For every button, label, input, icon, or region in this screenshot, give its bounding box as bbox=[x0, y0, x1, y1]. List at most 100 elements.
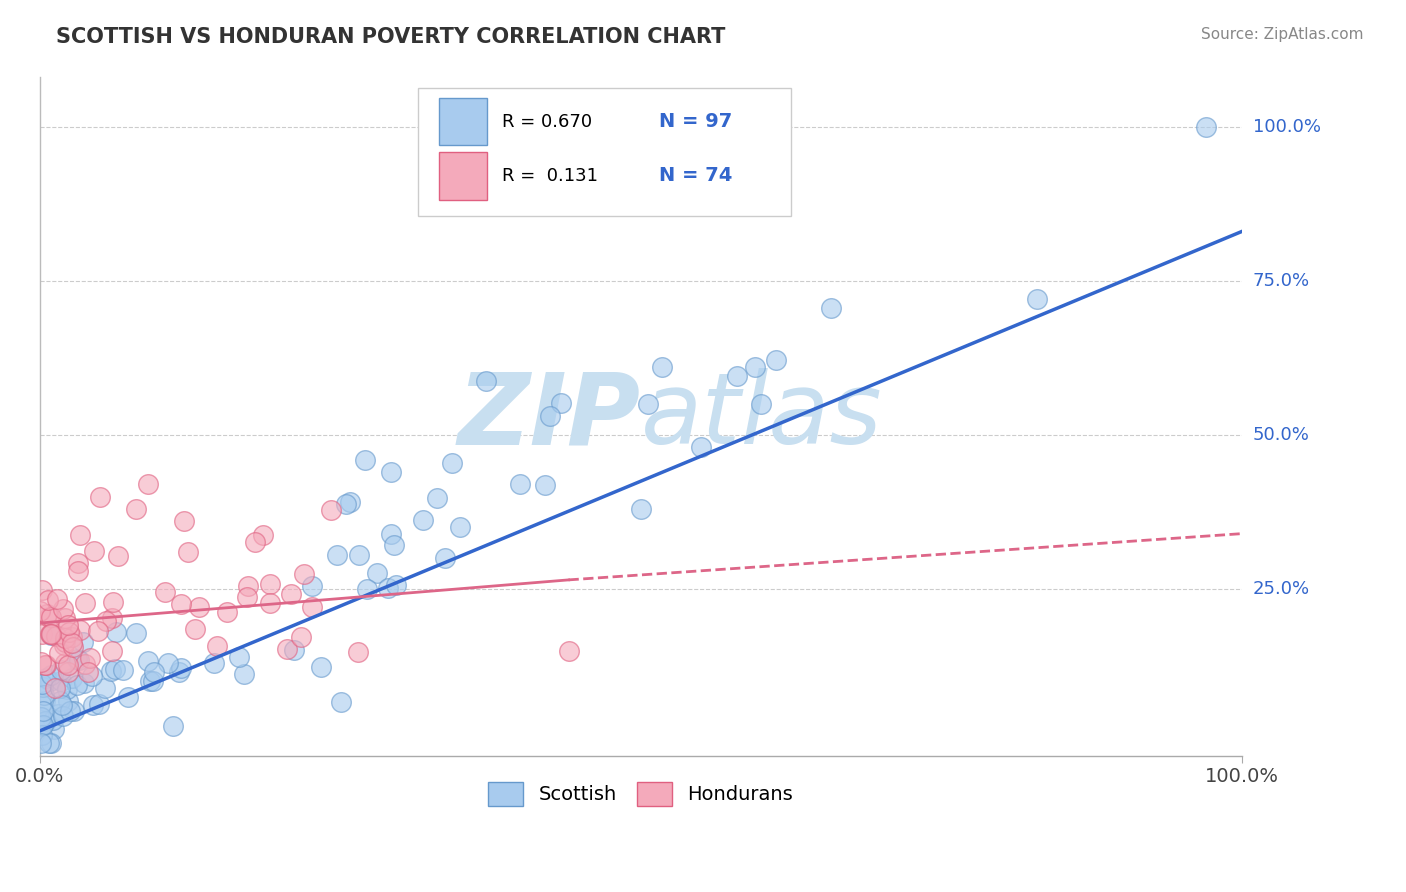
Scottish bbox=[35, 714, 58, 728]
Scottish bbox=[534, 477, 557, 491]
Scottish bbox=[441, 456, 464, 470]
Scottish bbox=[32, 688, 55, 702]
Scottish bbox=[325, 548, 347, 562]
Hondurans bbox=[55, 656, 77, 670]
Hondurans bbox=[41, 610, 63, 624]
Scottish bbox=[30, 736, 52, 750]
Hondurans bbox=[236, 590, 259, 604]
Scottish bbox=[330, 695, 353, 709]
Scottish bbox=[820, 301, 842, 315]
Hondurans bbox=[69, 623, 91, 637]
Hondurans bbox=[280, 587, 302, 601]
Hondurans bbox=[215, 605, 238, 619]
Scottish bbox=[42, 722, 65, 736]
Hondurans bbox=[87, 624, 110, 639]
Text: 25.0%: 25.0% bbox=[1253, 580, 1310, 599]
Text: 100.0%: 100.0% bbox=[1253, 118, 1320, 136]
Scottish bbox=[55, 681, 77, 696]
Scottish bbox=[31, 677, 53, 691]
Scottish bbox=[34, 693, 56, 707]
Scottish bbox=[353, 453, 375, 467]
Bar bbox=[439, 152, 486, 200]
Scottish bbox=[142, 674, 165, 689]
Scottish bbox=[538, 409, 561, 424]
Hondurans bbox=[259, 576, 281, 591]
Scottish bbox=[509, 477, 531, 491]
Hondurans bbox=[35, 657, 58, 672]
Hondurans bbox=[66, 556, 89, 570]
Scottish bbox=[744, 359, 766, 374]
Scottish bbox=[380, 527, 402, 541]
Scottish bbox=[30, 719, 52, 733]
Scottish bbox=[377, 581, 399, 595]
Hondurans bbox=[101, 611, 124, 625]
Hondurans bbox=[60, 630, 83, 644]
Hondurans bbox=[259, 596, 281, 610]
Scottish bbox=[725, 369, 748, 384]
Scottish bbox=[301, 579, 323, 593]
Hondurans bbox=[39, 627, 62, 641]
Scottish bbox=[100, 664, 122, 678]
Hondurans bbox=[173, 514, 195, 528]
Hondurans bbox=[56, 665, 79, 680]
Hondurans bbox=[177, 545, 200, 559]
Scottish bbox=[39, 674, 62, 689]
Scottish bbox=[104, 662, 127, 676]
Scottish bbox=[66, 678, 89, 692]
Hondurans bbox=[30, 655, 52, 669]
Scottish bbox=[111, 663, 134, 677]
Hondurans bbox=[107, 549, 129, 563]
Hondurans bbox=[39, 627, 62, 641]
Scottish bbox=[31, 719, 53, 733]
Scottish bbox=[67, 653, 90, 667]
Scottish bbox=[89, 697, 111, 711]
Hondurans bbox=[207, 639, 229, 653]
Text: N = 97: N = 97 bbox=[658, 112, 733, 131]
Scottish bbox=[49, 681, 72, 696]
Hondurans bbox=[79, 651, 101, 665]
Legend: Scottish, Hondurans: Scottish, Hondurans bbox=[481, 774, 800, 814]
Scottish bbox=[125, 626, 148, 640]
Scottish bbox=[42, 713, 65, 727]
Scottish bbox=[637, 397, 659, 411]
Hondurans bbox=[184, 622, 207, 636]
Scottish bbox=[339, 494, 361, 508]
Scottish bbox=[136, 654, 159, 668]
Scottish bbox=[32, 718, 55, 732]
Scottish bbox=[30, 710, 52, 724]
Hondurans bbox=[252, 527, 274, 541]
Hondurans bbox=[136, 477, 159, 491]
Scottish bbox=[228, 649, 250, 664]
Scottish bbox=[347, 548, 370, 562]
Scottish bbox=[550, 396, 572, 410]
Scottish bbox=[309, 659, 332, 673]
Hondurans bbox=[77, 665, 100, 679]
Hondurans bbox=[30, 604, 52, 618]
Hondurans bbox=[276, 642, 298, 657]
Scottish bbox=[335, 497, 357, 511]
Hondurans bbox=[153, 585, 176, 599]
Scottish bbox=[385, 578, 408, 592]
Hondurans bbox=[292, 567, 315, 582]
Hondurans bbox=[60, 636, 83, 650]
Hondurans bbox=[53, 632, 76, 646]
Scottish bbox=[52, 709, 75, 723]
Hondurans bbox=[89, 490, 111, 504]
Hondurans bbox=[58, 618, 80, 632]
Hondurans bbox=[290, 630, 312, 644]
Scottish bbox=[51, 698, 73, 713]
Scottish bbox=[380, 465, 402, 479]
Hondurans bbox=[31, 626, 53, 640]
Scottish bbox=[202, 657, 225, 671]
Scottish bbox=[60, 671, 83, 685]
Scottish bbox=[474, 374, 496, 388]
Scottish bbox=[38, 736, 60, 750]
Scottish bbox=[169, 661, 191, 675]
Scottish bbox=[49, 663, 72, 677]
Scottish bbox=[449, 520, 471, 534]
Scottish bbox=[1026, 293, 1049, 307]
Scottish bbox=[66, 652, 89, 666]
Text: atlas: atlas bbox=[641, 368, 882, 465]
Scottish bbox=[117, 690, 139, 704]
Text: R =  0.131: R = 0.131 bbox=[502, 167, 599, 185]
